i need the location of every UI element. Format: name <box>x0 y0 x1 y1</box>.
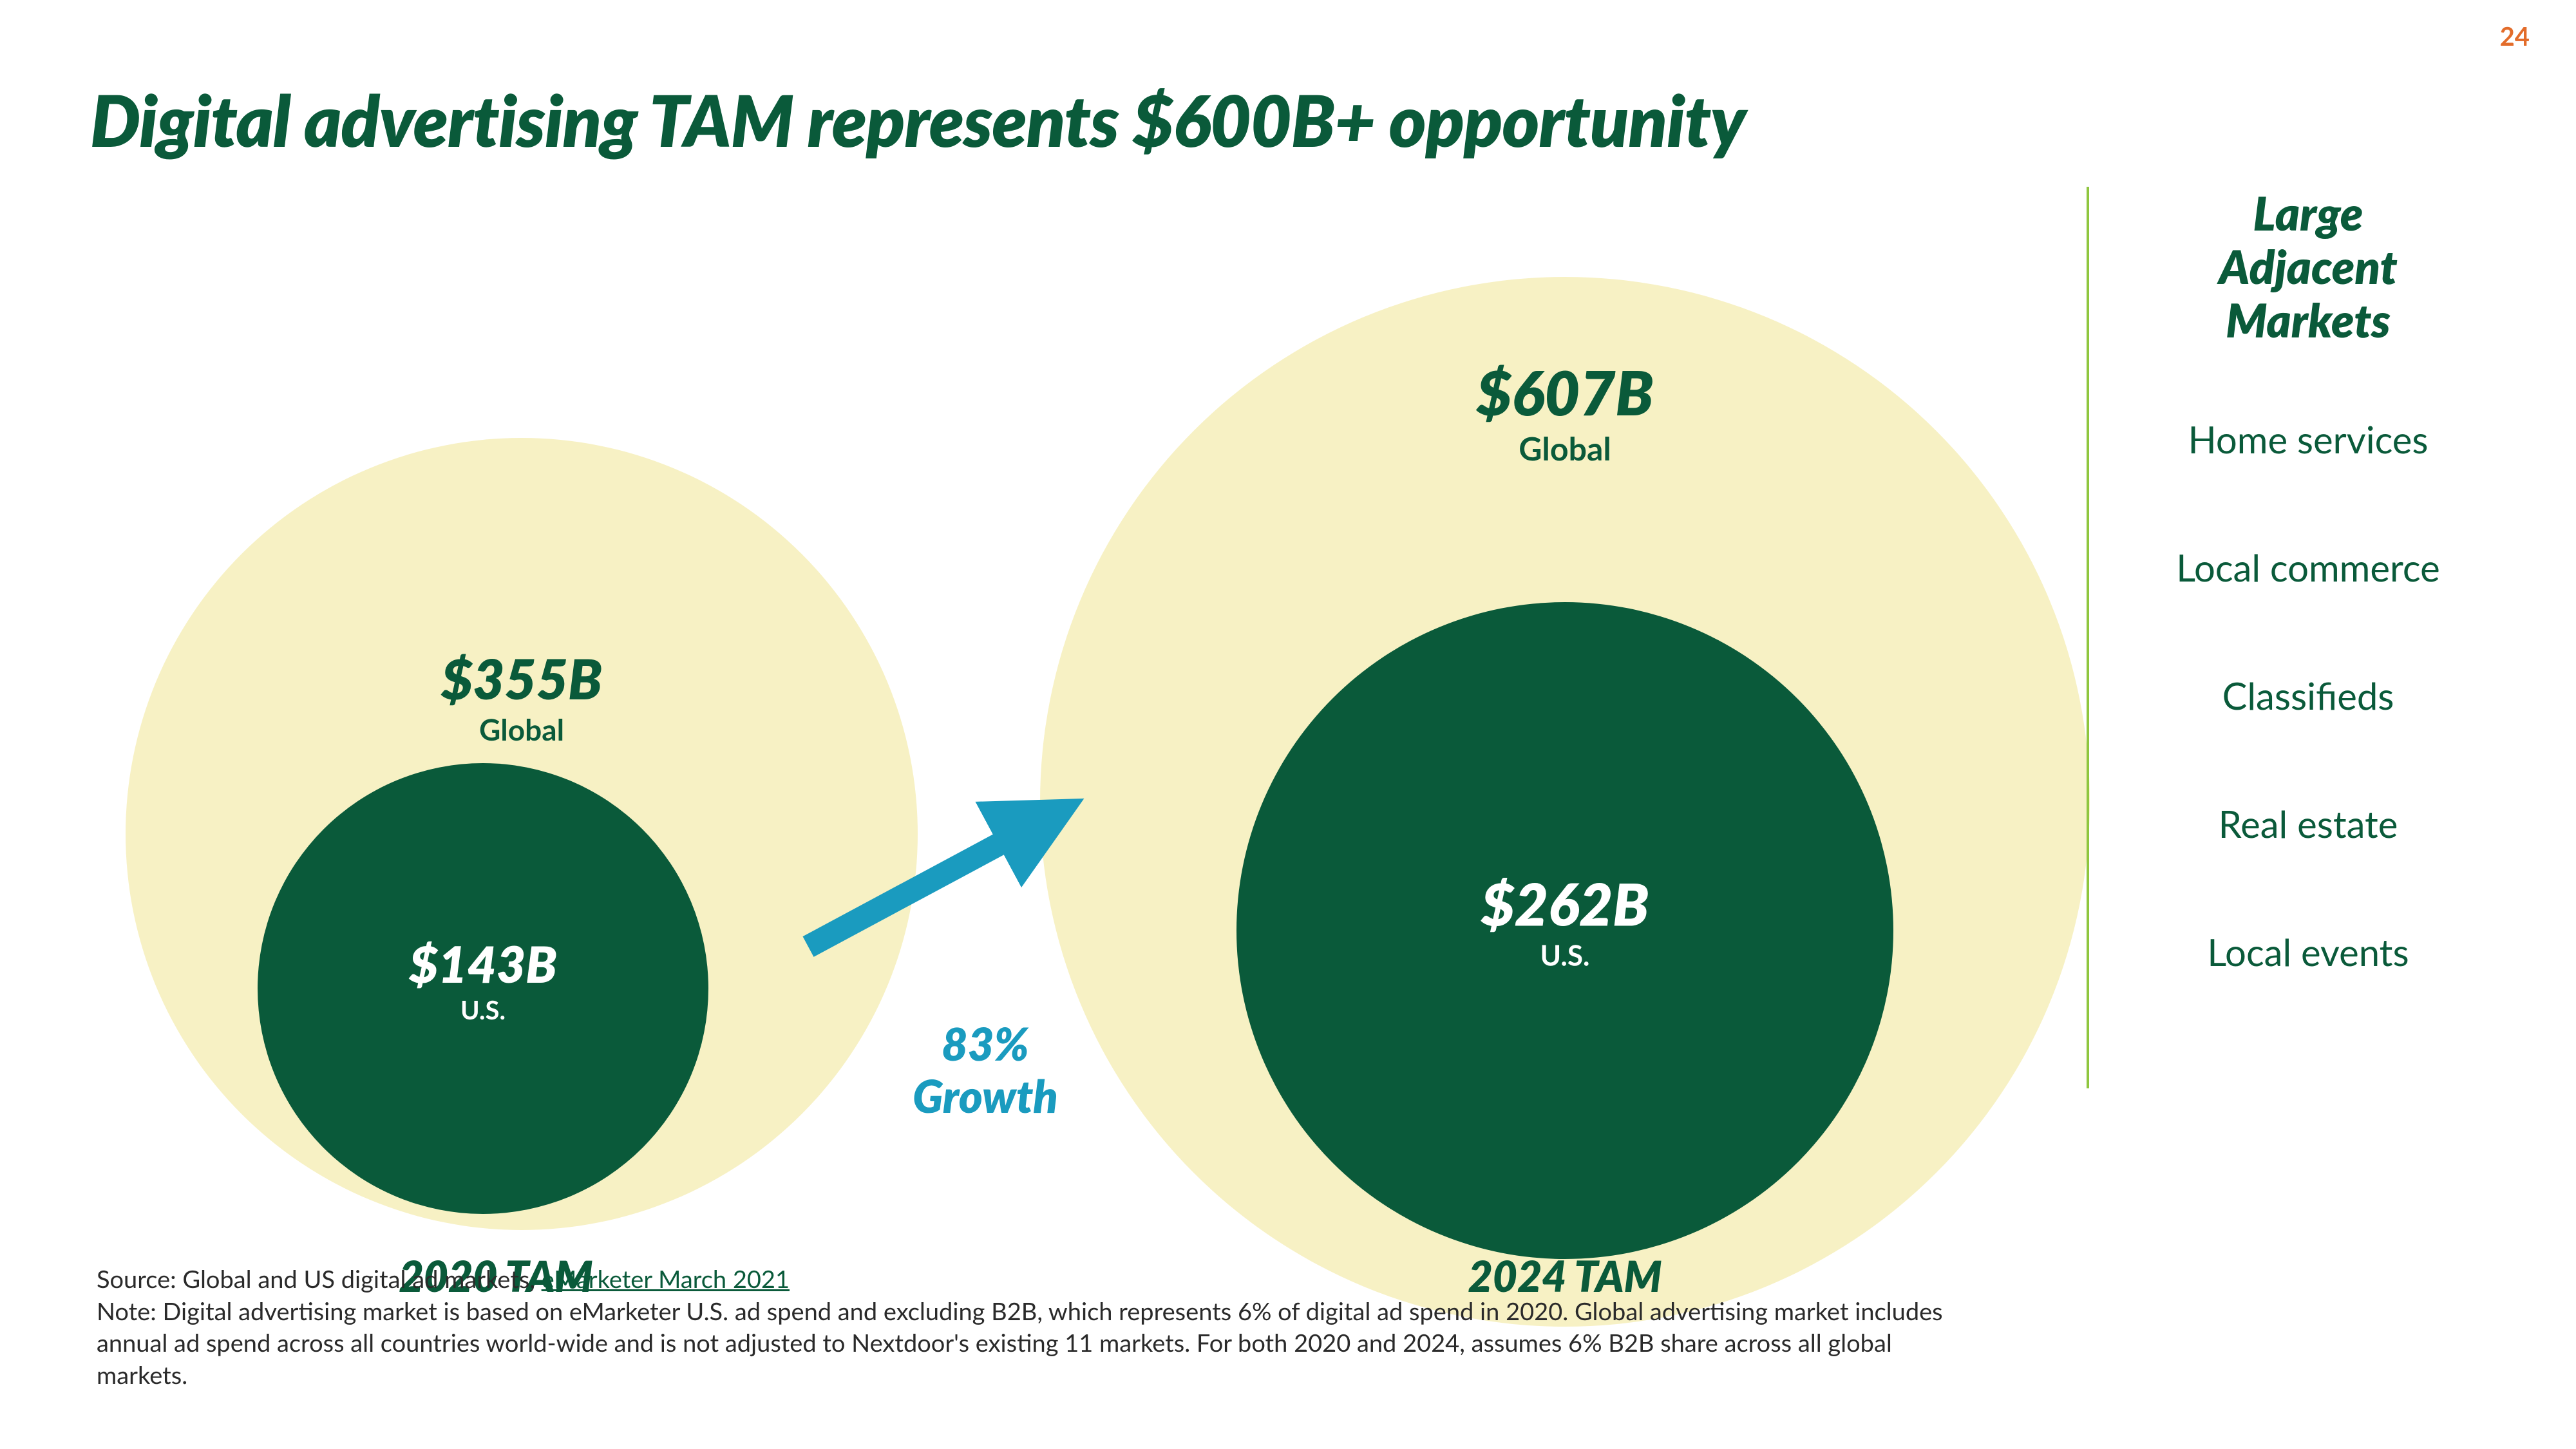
left-global-value: $355B <box>126 650 918 708</box>
right-global-sub: Global <box>1040 429 2090 468</box>
right-us-value: $262B <box>1236 874 1893 935</box>
sidebar-title: Large Adjacent Markets <box>2134 187 2482 346</box>
footnote-note: Note: Digital advertising market is base… <box>97 1296 1943 1390</box>
left-global-label: $355B Global <box>126 650 918 747</box>
left-us-circle: $143B U.S. <box>258 763 708 1214</box>
sidebar-item: Real estate <box>2134 802 2482 846</box>
footnote-source-prefix: Source: Global and US digital ad markets… <box>97 1264 542 1294</box>
adjacent-markets-sidebar: Large Adjacent Markets Home services Loca… <box>2087 187 2576 1088</box>
growth-word: Growth <box>857 1070 1114 1122</box>
sidebar-title-line: Markets <box>2226 292 2391 348</box>
tam-chart: $355B Global $143B U.S. $607B Global $26… <box>0 142 2061 1236</box>
page-number: 24 <box>2500 21 2530 52</box>
footnote-source-link[interactable]: eMarketer March 2021 <box>542 1264 790 1294</box>
growth-label: 83% Growth <box>857 1018 1114 1121</box>
right-us-sub: U.S. <box>1236 938 1893 972</box>
sidebar-list: Home services Local commerce Classifieds Re… <box>2134 417 2482 974</box>
right-global-label: $607B Global <box>1040 361 2090 468</box>
right-us-circle: $262B U.S. <box>1236 602 1893 1259</box>
sidebar-title-line: Large <box>2253 185 2363 241</box>
left-global-sub: Global <box>126 712 918 747</box>
growth-percent: 83% <box>857 1018 1114 1070</box>
right-global-value: $607B <box>1040 361 2090 425</box>
left-us-sub: U.S. <box>258 994 708 1025</box>
sidebar-item: Classifieds <box>2134 674 2482 718</box>
left-us-label: $143B U.S. <box>258 938 708 1025</box>
sidebar-item: Local commerce <box>2134 545 2482 590</box>
sidebar-title-line: Adjacent <box>2219 239 2397 294</box>
sidebar-item: Home services <box>2134 417 2482 462</box>
right-us-label: $262B U.S. <box>1236 874 1893 972</box>
sidebar-item: Local events <box>2134 930 2482 974</box>
footnote: Source: Global and US digital ad markets… <box>97 1264 1964 1391</box>
left-us-value: $143B <box>258 938 708 990</box>
slide: 24 Digital advertising TAM represents $6… <box>0 0 2576 1449</box>
